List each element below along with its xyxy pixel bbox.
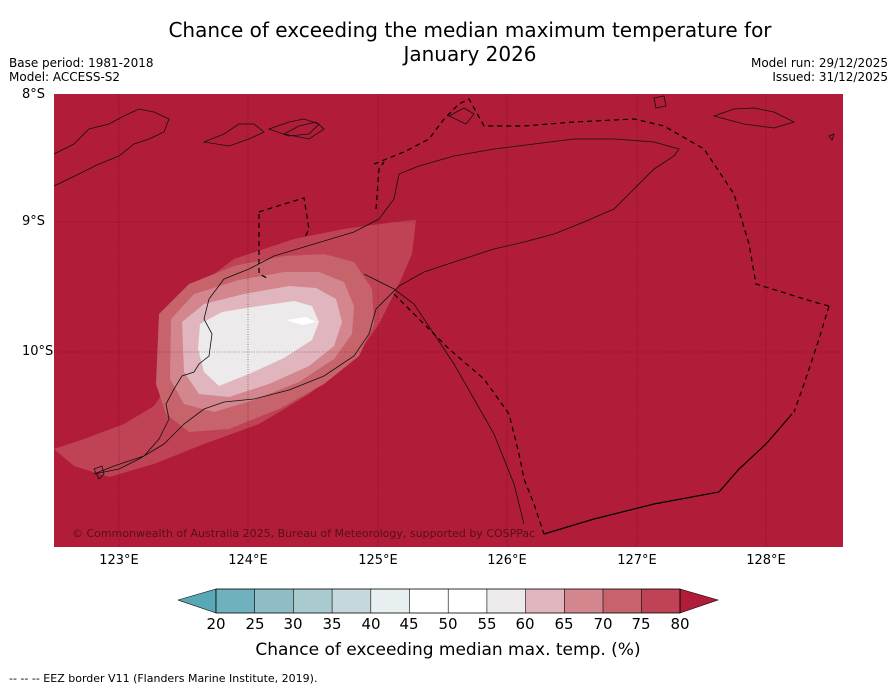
colorbar-tick-80: 80 xyxy=(670,615,690,633)
base-period: Base period: 1981-2018 xyxy=(9,56,154,70)
colorbar-bin-40-45 xyxy=(370,589,410,613)
meta-right: Model run: 29/12/2025 Issued: 31/12/2025 xyxy=(751,56,888,84)
lon-label-128e: 128°E xyxy=(746,553,786,568)
colorbar-bin-70-75 xyxy=(603,589,642,613)
coastlines xyxy=(54,95,835,525)
colorbar-tick-65: 65 xyxy=(554,615,574,633)
colorbar-tick-20: 20 xyxy=(206,615,226,633)
colorbar-tick-75: 75 xyxy=(631,615,651,633)
lat-label-8s: 8°S xyxy=(22,87,46,102)
colorbar-bin-35-40 xyxy=(332,589,371,613)
probability-map: © Commonwealth of Australia 2025, Bureau… xyxy=(54,94,843,547)
colorbar-tick-55: 55 xyxy=(477,615,497,633)
colorbar-bin-30-35 xyxy=(293,589,333,613)
chart-title: Chance of exceeding the median maximum t… xyxy=(0,18,896,66)
lon-label-125e: 125°E xyxy=(358,553,398,568)
lon-label-123e: 123°E xyxy=(99,553,139,568)
colorbar-bin-55-60 xyxy=(486,589,526,613)
contour-45-50 xyxy=(286,317,316,325)
colorbar-tick-50: 50 xyxy=(438,615,458,633)
colorbar-bin-20-25 xyxy=(216,589,255,613)
model-name: Model: ACCESS-S2 xyxy=(9,70,121,84)
colorbar-tick-25: 25 xyxy=(245,615,265,633)
colorbar xyxy=(178,588,719,614)
eez-west-top xyxy=(258,197,310,240)
eez-east xyxy=(793,305,830,413)
colorbar-bin-25-30 xyxy=(254,589,294,613)
timor-coastline xyxy=(93,138,680,475)
colorbar-extend-high xyxy=(679,588,719,614)
colorbar-tick-70: 70 xyxy=(593,615,613,633)
colorbar-bin-50-55 xyxy=(448,589,487,613)
contour-50-55 xyxy=(198,301,319,386)
model-run: Model run: 29/12/2025 xyxy=(750,56,888,70)
title-line-2: January 2026 xyxy=(403,42,537,66)
lon-label-124e: 124°E xyxy=(228,553,268,568)
colorbar-tick-30: 30 xyxy=(283,615,303,633)
eez-central xyxy=(375,161,385,210)
lat-label-10s: 10°S xyxy=(22,344,54,359)
lon-label-126e: 126°E xyxy=(487,553,527,568)
colorbar-tick-45: 45 xyxy=(399,615,419,633)
rote-coastline xyxy=(93,465,105,480)
eez-south xyxy=(393,293,545,535)
eez-solid-border xyxy=(543,413,793,535)
colorbar-tick-35: 35 xyxy=(322,615,342,633)
lat-label-9s: 9°S xyxy=(22,214,46,229)
graticule xyxy=(54,94,843,547)
colorbar-tick-40: 40 xyxy=(361,615,381,633)
north-islands-coastline xyxy=(54,108,170,187)
title-line-1: Chance of exceeding the median maximum t… xyxy=(168,18,772,42)
lon-label-127e: 127°E xyxy=(617,553,657,568)
colorbar-bin-75-80 xyxy=(641,589,680,613)
eez-north xyxy=(373,98,830,307)
eez-borders xyxy=(258,98,830,535)
colorbar-tick-60: 60 xyxy=(515,615,535,633)
meta-left: Base period: 1981-2018 Model: ACCESS-S2 xyxy=(9,56,154,84)
eez-legend-note: -- -- -- EEZ border V11 (Flanders Marine… xyxy=(9,672,318,685)
colorbar-bin-45-50 xyxy=(409,589,449,613)
colorbar-label: Chance of exceeding median max. temp. (%… xyxy=(255,640,641,660)
colorbar-bin-65-70 xyxy=(564,589,603,613)
copyright-text: © Commonwealth of Australia 2025, Bureau… xyxy=(72,527,535,540)
issued-date: Issued: 31/12/2025 xyxy=(772,70,888,84)
eez-west xyxy=(258,214,270,280)
colorbar-extend-low xyxy=(178,588,217,614)
colorbar-bin-60-65 xyxy=(525,589,565,613)
